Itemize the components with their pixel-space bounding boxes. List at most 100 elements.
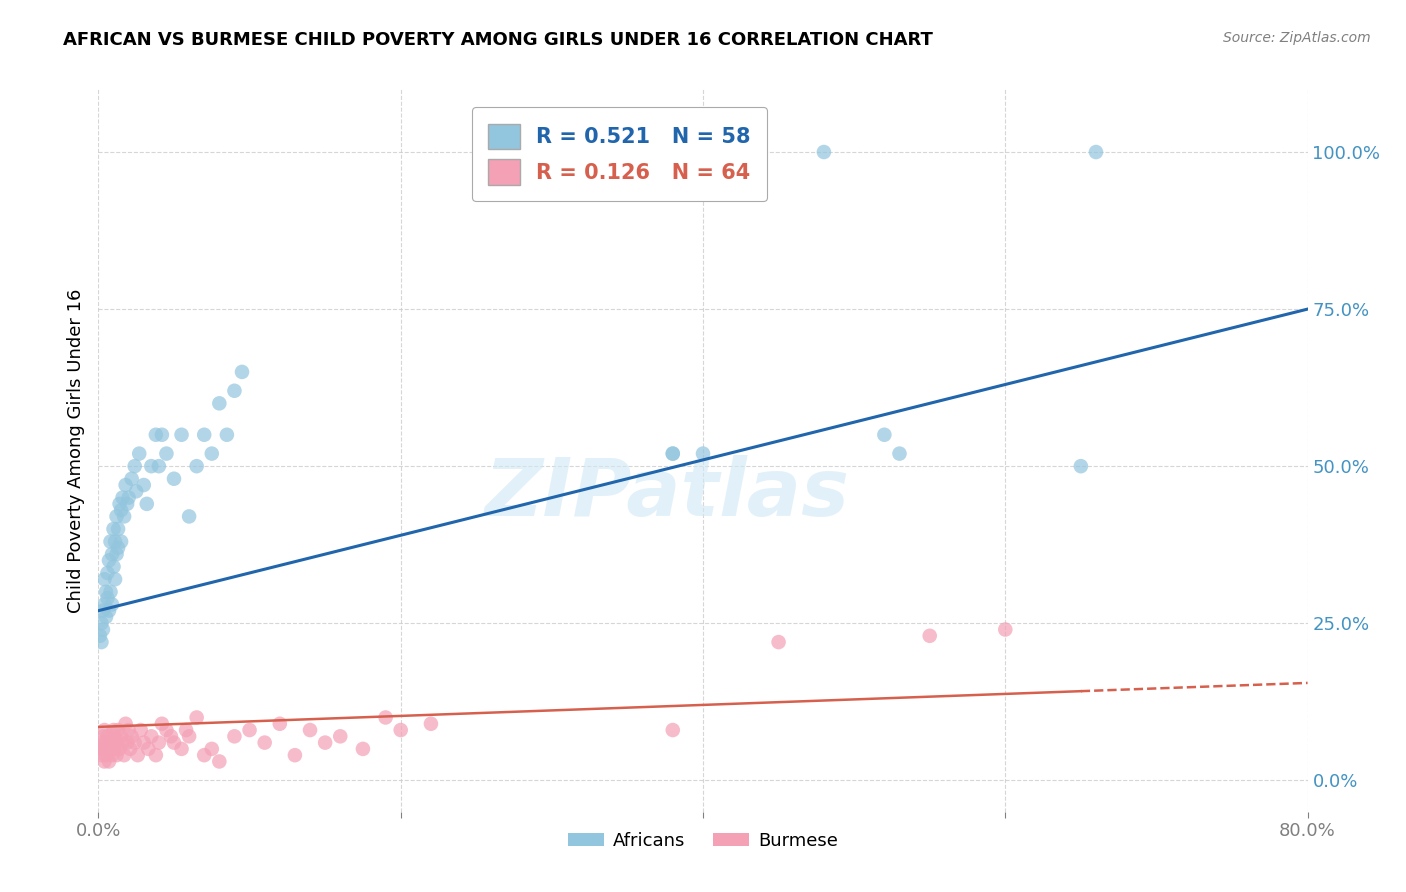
Point: [150, 716, 173, 731]
Point: [329, 729, 352, 743]
Point: [163, 736, 186, 750]
Point: [215, 427, 238, 442]
Point: [768, 635, 790, 649]
Point: [314, 736, 336, 750]
Point: [186, 710, 208, 724]
Point: [231, 365, 253, 379]
Point: [114, 716, 136, 731]
Point: [98, 755, 121, 769]
Point: [110, 534, 132, 549]
Point: [155, 447, 177, 461]
Point: [148, 736, 170, 750]
Point: [110, 503, 132, 517]
Point: [118, 723, 141, 737]
Point: [98, 604, 121, 618]
Point: [94, 736, 117, 750]
Point: [105, 748, 128, 763]
Point: [1085, 145, 1108, 159]
Point: [124, 736, 146, 750]
Point: [224, 729, 246, 743]
Point: [145, 748, 167, 763]
Point: [170, 427, 193, 442]
Point: [105, 736, 128, 750]
Text: ZIPatlas: ZIPatlas: [484, 455, 849, 533]
Point: [284, 748, 307, 763]
Point: [94, 610, 117, 624]
Point: [148, 459, 170, 474]
Point: [889, 447, 911, 461]
Point: [163, 472, 186, 486]
Point: [873, 427, 896, 442]
Point: [661, 447, 683, 461]
Point: [129, 723, 152, 737]
Point: [201, 742, 224, 756]
Point: [208, 396, 231, 410]
Point: [105, 547, 128, 561]
Point: [94, 748, 117, 763]
Point: [994, 623, 1017, 637]
Point: [253, 736, 276, 750]
Point: [101, 598, 124, 612]
Point: [91, 623, 114, 637]
Point: [91, 729, 114, 743]
Point: [918, 629, 941, 643]
Point: [125, 484, 148, 499]
Point: [155, 723, 177, 737]
Point: [101, 748, 124, 763]
Point: [127, 748, 149, 763]
Point: [96, 591, 118, 606]
Point: [115, 497, 138, 511]
Point: [121, 729, 143, 743]
Point: [121, 472, 143, 486]
Point: [141, 459, 163, 474]
Point: [150, 427, 173, 442]
Point: [112, 509, 135, 524]
Point: [239, 723, 262, 737]
Point: [104, 534, 127, 549]
Point: [89, 742, 111, 756]
Point: [90, 635, 112, 649]
Point: [692, 447, 714, 461]
Point: [108, 742, 131, 756]
Point: [103, 742, 125, 756]
Point: [208, 755, 231, 769]
Point: [103, 723, 125, 737]
Point: [93, 572, 115, 586]
Point: [179, 729, 201, 743]
Point: [107, 723, 129, 737]
Point: [179, 509, 201, 524]
Point: [100, 736, 122, 750]
Point: [120, 742, 142, 756]
Point: [107, 541, 129, 555]
Point: [100, 584, 122, 599]
Point: [103, 559, 125, 574]
Point: [420, 716, 443, 731]
Text: AFRICAN VS BURMESE CHILD POVERTY AMONG GIRLS UNDER 16 CORRELATION CHART: AFRICAN VS BURMESE CHILD POVERTY AMONG G…: [63, 31, 934, 49]
Point: [132, 478, 155, 492]
Legend: Africans, Burmese: Africans, Burmese: [561, 824, 845, 857]
Point: [111, 491, 134, 505]
Point: [91, 604, 114, 618]
Point: [174, 723, 197, 737]
Point: [107, 522, 129, 536]
Point: [352, 742, 374, 756]
Point: [193, 427, 215, 442]
Point: [1070, 459, 1092, 474]
Point: [118, 491, 141, 505]
Point: [104, 572, 127, 586]
Point: [193, 748, 215, 763]
Point: [389, 723, 412, 737]
Point: [90, 616, 112, 631]
Point: [103, 522, 125, 536]
Point: [145, 427, 167, 442]
Point: [90, 736, 112, 750]
Point: [224, 384, 246, 398]
Point: [813, 145, 835, 159]
Point: [661, 447, 683, 461]
Point: [93, 723, 115, 737]
Point: [105, 509, 128, 524]
Point: [201, 447, 224, 461]
Point: [124, 459, 146, 474]
Y-axis label: Child Poverty Among Girls Under 16: Child Poverty Among Girls Under 16: [66, 288, 84, 613]
Point: [141, 729, 163, 743]
